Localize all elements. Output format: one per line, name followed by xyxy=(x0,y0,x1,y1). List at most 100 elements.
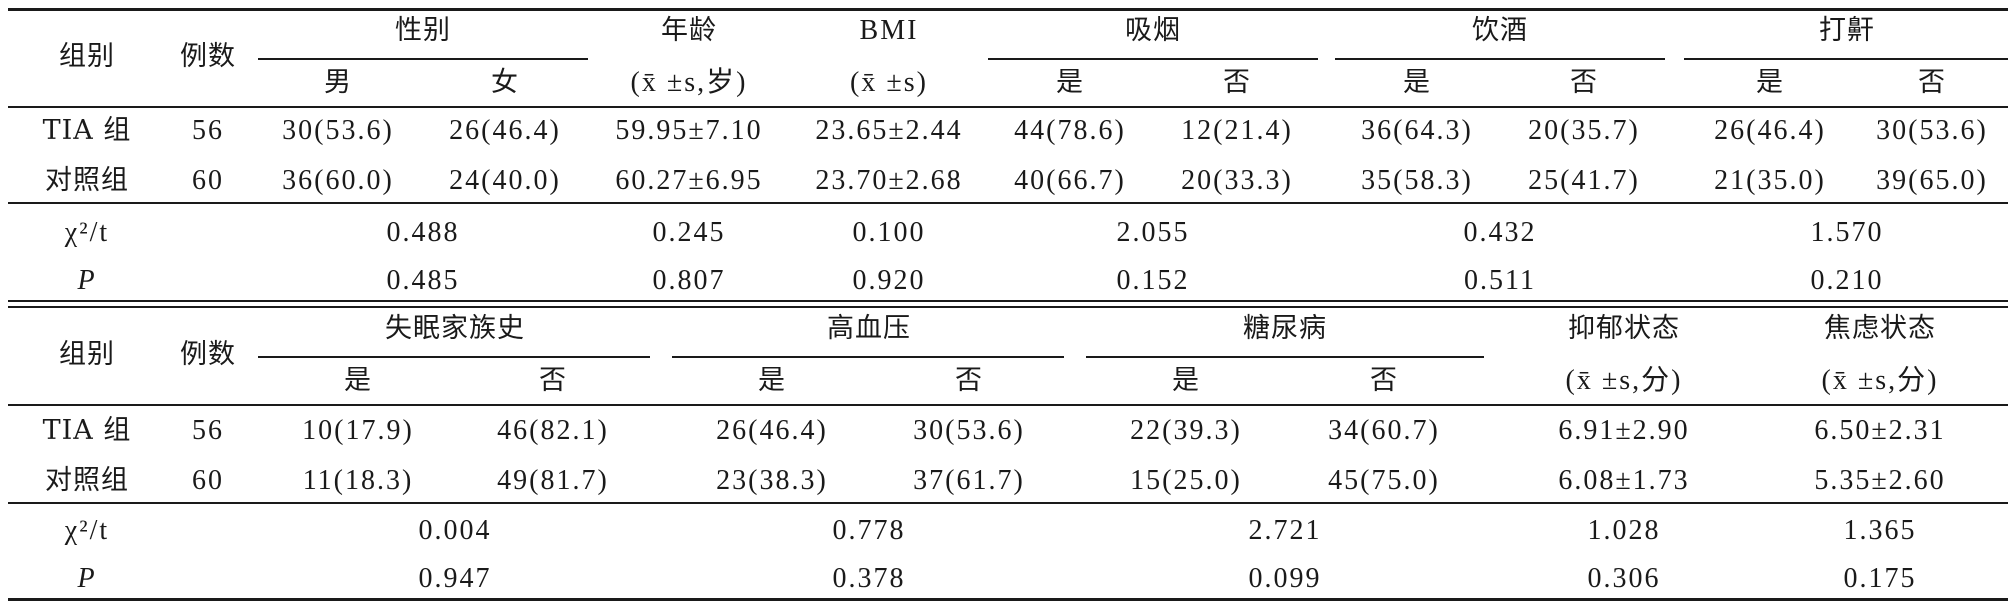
col-header-htn-no: 否 xyxy=(955,365,983,396)
row-label: 对照组 xyxy=(45,165,129,196)
stat-age: 0.245 xyxy=(652,217,726,248)
p-anxiety: 0.175 xyxy=(1843,563,1917,594)
cell-n: 60 xyxy=(192,465,224,496)
spanner-drink xyxy=(1335,58,1665,60)
col-header-drink-no: 否 xyxy=(1570,67,1598,98)
p-sex: 0.485 xyxy=(386,265,460,296)
p-bmi: 0.920 xyxy=(852,265,926,296)
header-bottom-rule-2 xyxy=(8,404,2008,406)
col-header-snore-yes: 是 xyxy=(1756,67,1784,98)
stat-label: χ²/t xyxy=(64,217,110,248)
p-insomnia: 0.947 xyxy=(418,563,492,594)
spanner-dm xyxy=(1086,356,1484,358)
cell-smoke-no: 20(33.3) xyxy=(1181,165,1293,196)
p-depression: 0.306 xyxy=(1587,563,1661,594)
col-header-insomnia-yes: 是 xyxy=(344,365,372,396)
row-label: TIA 组 xyxy=(42,115,132,146)
p-dm: 0.099 xyxy=(1248,563,1322,594)
section-divider-rule-b xyxy=(8,306,2008,308)
cell-htn-yes: 23(38.3) xyxy=(716,465,828,496)
col-header-smoke: 吸烟 xyxy=(1125,15,1181,46)
cell-dm-yes: 22(39.3) xyxy=(1130,415,1242,446)
cell-male: 30(53.6) xyxy=(282,115,394,146)
p-label: P xyxy=(77,563,97,594)
col-header-anxiety: 焦虑状态 xyxy=(1824,313,1936,344)
cell-dm-yes: 15(25.0) xyxy=(1130,465,1242,496)
cell-snore-yes: 21(35.0) xyxy=(1714,165,1826,196)
col-header-htn-yes: 是 xyxy=(758,365,786,396)
cell-insomnia-yes: 11(18.3) xyxy=(302,465,414,496)
col-header-smoke-yes: 是 xyxy=(1056,67,1084,98)
cell-smoke-yes: 40(66.7) xyxy=(1014,165,1126,196)
cell-female: 24(40.0) xyxy=(449,165,561,196)
col-header-anxiety-unit: (x̄ ±s,分) xyxy=(1821,365,1939,396)
col-header-htn: 高血压 xyxy=(827,313,911,344)
cell-smoke-no: 12(21.4) xyxy=(1181,115,1293,146)
stat-dm: 2.721 xyxy=(1248,515,1322,546)
col-header-snore: 打鼾 xyxy=(1819,15,1875,46)
cell-n: 60 xyxy=(192,165,224,196)
cell-snore-no: 39(65.0) xyxy=(1876,165,1988,196)
stat-label: χ²/t xyxy=(64,515,110,546)
row-label: 对照组 xyxy=(45,465,129,496)
cell-n: 56 xyxy=(192,115,224,146)
p-label: P xyxy=(77,265,97,296)
top-rule xyxy=(8,8,2008,11)
spanner-htn xyxy=(672,356,1064,358)
col-header-dm: 糖尿病 xyxy=(1243,313,1327,344)
col-header-smoke-no: 否 xyxy=(1223,67,1251,98)
cell-bmi: 23.70±2.68 xyxy=(815,165,963,196)
p-smoke: 0.152 xyxy=(1116,265,1190,296)
col-header-group: 组别 xyxy=(59,339,115,370)
col-header-depression-unit: (x̄ ±s,分) xyxy=(1565,365,1683,396)
col-header-snore-no: 否 xyxy=(1918,67,1946,98)
stat-drink: 0.432 xyxy=(1463,217,1537,248)
cell-drink-no: 25(41.7) xyxy=(1528,165,1640,196)
col-header-age: 年龄 xyxy=(661,15,717,46)
cell-htn-yes: 26(46.4) xyxy=(716,415,828,446)
col-header-insomnia: 失眠家族史 xyxy=(385,313,525,344)
cell-insomnia-no: 46(82.1) xyxy=(497,415,609,446)
cell-female: 26(46.4) xyxy=(449,115,561,146)
spanner-sex xyxy=(258,58,588,60)
col-header-female: 女 xyxy=(491,67,519,98)
section-divider-rule-a xyxy=(8,300,2008,302)
cell-anxiety: 5.35±2.60 xyxy=(1814,465,1946,496)
cell-drink-no: 20(35.7) xyxy=(1528,115,1640,146)
cell-htn-no: 37(61.7) xyxy=(913,465,1025,496)
cell-depression: 6.08±1.73 xyxy=(1558,465,1690,496)
col-header-drink: 饮酒 xyxy=(1472,15,1528,46)
cell-bmi: 23.65±2.44 xyxy=(815,115,963,146)
col-header-group: 组别 xyxy=(59,41,115,72)
cell-insomnia-yes: 10(17.9) xyxy=(302,415,414,446)
p-drink: 0.511 xyxy=(1464,265,1536,296)
cell-drink-yes: 35(58.3) xyxy=(1361,165,1473,196)
stat-htn: 0.778 xyxy=(832,515,906,546)
bottom-rule xyxy=(8,598,2008,601)
col-header-male: 男 xyxy=(324,67,352,98)
p-snore: 0.210 xyxy=(1810,265,1884,296)
header-bottom-rule-1 xyxy=(8,106,2008,108)
cell-age: 59.95±7.10 xyxy=(615,115,763,146)
cell-insomnia-no: 49(81.7) xyxy=(497,465,609,496)
col-header-insomnia-no: 否 xyxy=(539,365,567,396)
spanner-smoke xyxy=(988,58,1318,60)
cell-snore-no: 30(53.6) xyxy=(1876,115,1988,146)
col-header-sex: 性别 xyxy=(395,15,451,46)
col-header-count: 例数 xyxy=(180,339,236,370)
stat-anxiety: 1.365 xyxy=(1843,515,1917,546)
col-header-dm-yes: 是 xyxy=(1172,365,1200,396)
stats-rule-2 xyxy=(8,502,2008,504)
stat-depression: 1.028 xyxy=(1587,515,1661,546)
cell-age: 60.27±6.95 xyxy=(615,165,763,196)
spanner-insomnia xyxy=(258,356,650,358)
col-header-age-unit: (x̄ ±s,岁) xyxy=(630,67,748,98)
cell-male: 36(60.0) xyxy=(282,165,394,196)
col-header-bmi-unit: (x̄ ±s) xyxy=(850,67,928,98)
stat-bmi: 0.100 xyxy=(852,217,926,248)
cell-drink-yes: 36(64.3) xyxy=(1361,115,1473,146)
p-htn: 0.378 xyxy=(832,563,906,594)
stats-rule-1 xyxy=(8,202,2008,204)
stat-sex: 0.488 xyxy=(386,217,460,248)
row-label: TIA 组 xyxy=(42,415,132,446)
